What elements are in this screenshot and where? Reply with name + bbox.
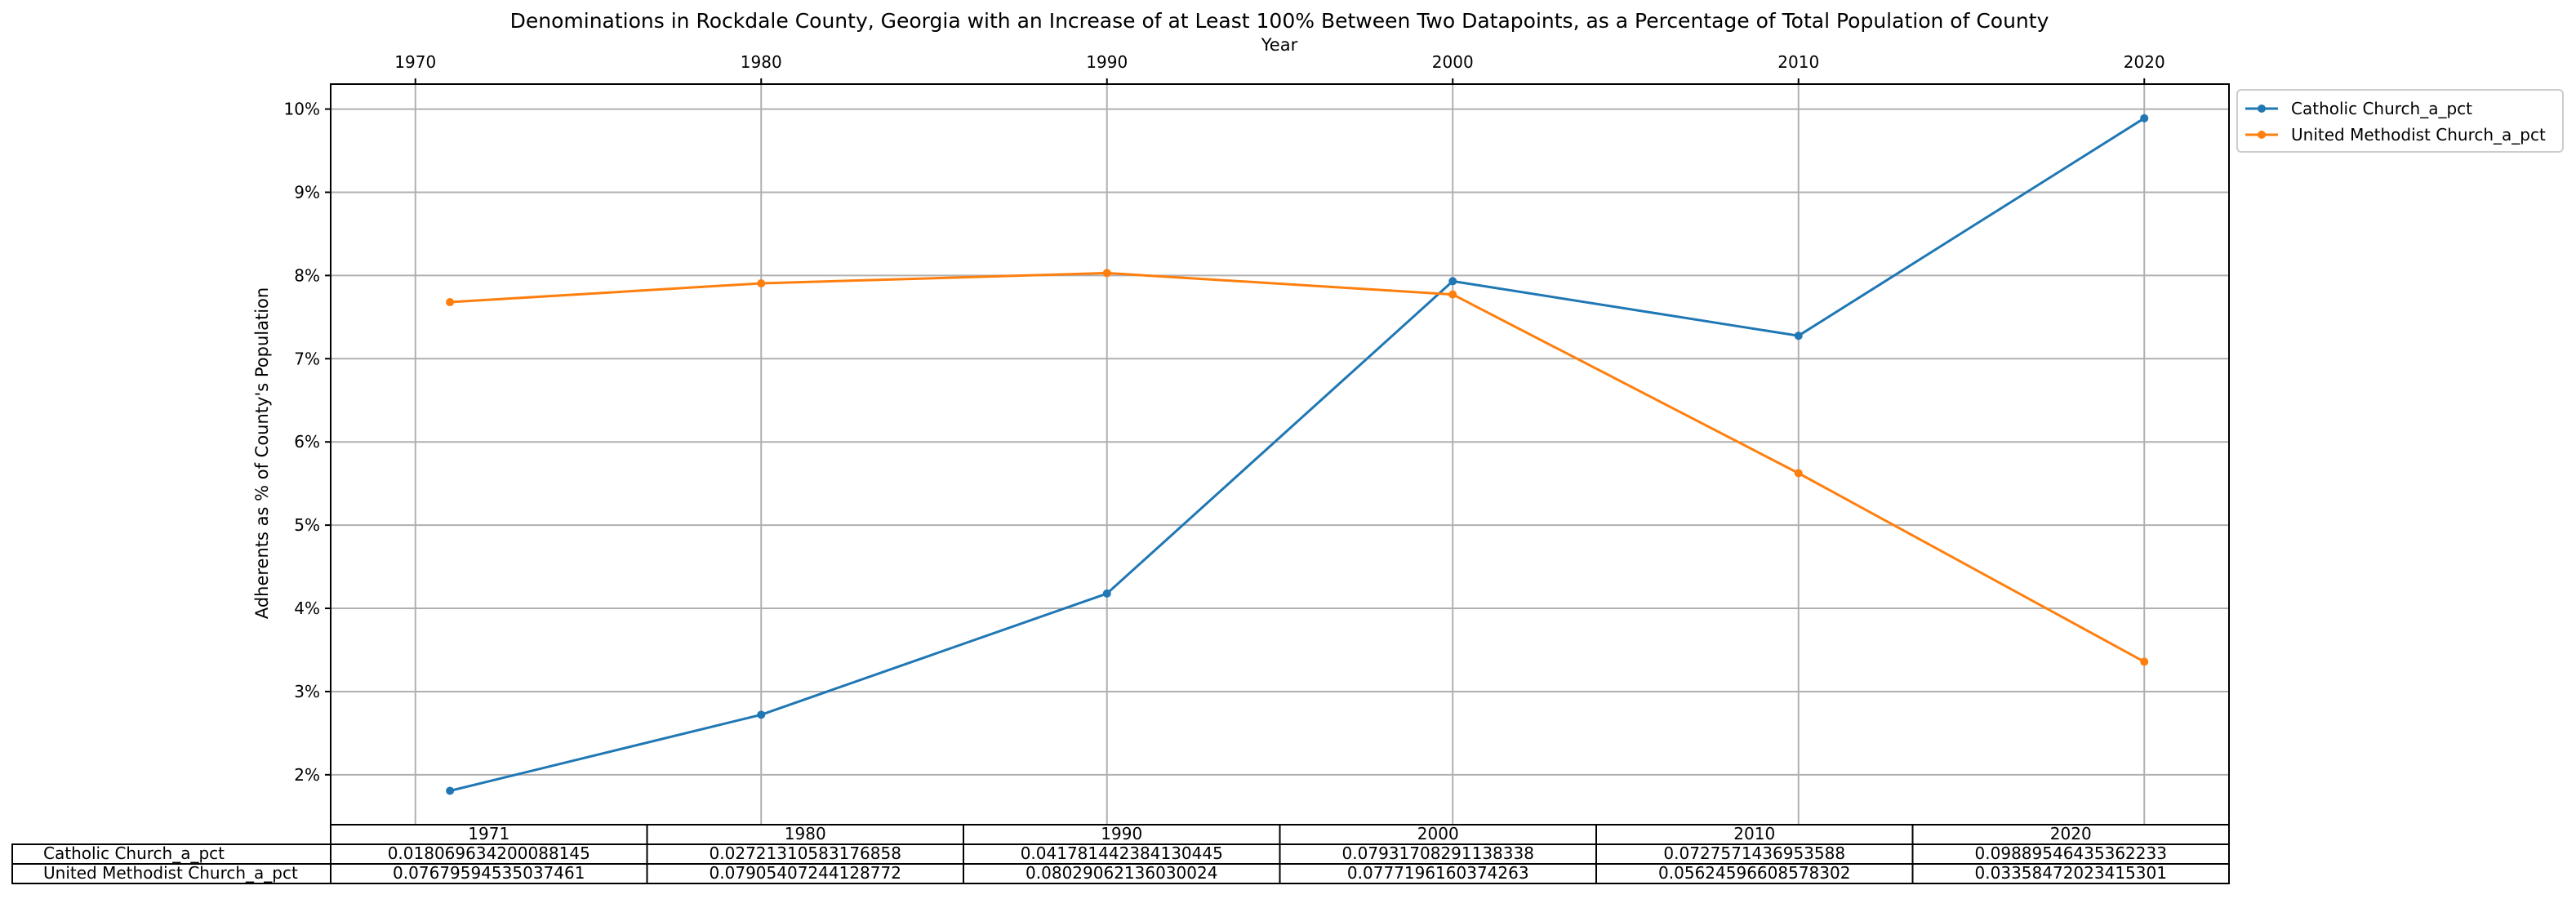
table-row-label: Catholic Church_a_pct <box>43 843 225 863</box>
legend-marker <box>2258 105 2266 113</box>
table-header-cell: 1990 <box>1101 824 1142 843</box>
x-tick-label: 1980 <box>741 52 782 72</box>
data-point <box>1102 589 1111 598</box>
legend-label: United Methodist Church_a_pct <box>2291 125 2546 145</box>
y-tick-label: 6% <box>294 432 320 452</box>
plot-frame <box>330 83 2230 826</box>
table-cell: 0.09889546435362233 <box>1975 843 2167 863</box>
y-tick-label: 9% <box>294 182 320 202</box>
table-cell: 0.05624596608578302 <box>1658 863 1850 883</box>
chart-title: Denominations in Rockdale County, Georgi… <box>510 9 2049 33</box>
legend-marker <box>2258 131 2266 139</box>
table-row-label: United Methodist Church_a_pct <box>43 863 298 883</box>
y-tick-label: 7% <box>294 349 320 368</box>
table-header-cell: 2020 <box>2050 824 2092 843</box>
series-line-0 <box>449 117 2145 792</box>
data-table: 1971 1980 1990 2000 2010 2020 Catholic Church_… <box>11 824 2230 884</box>
table-cell: 0.07679594535037461 <box>393 863 585 883</box>
data-point <box>1794 469 1803 478</box>
table-cell: 0.0727571436953588 <box>1663 843 1845 863</box>
y-tick-label: 4% <box>294 599 320 618</box>
y-tick-label: 2% <box>294 765 320 785</box>
table-cell: 0.02721310583176858 <box>710 843 901 863</box>
legend-box <box>2236 89 2564 153</box>
y-tick-label: 8% <box>294 265 320 285</box>
table-cell: 0.03358472023415301 <box>1975 863 2167 883</box>
series-lines <box>446 113 2149 795</box>
y-tick-label: 10% <box>284 100 320 119</box>
legend: Catholic Church_a_pct United Methodist Ch… <box>2236 89 2564 153</box>
grid-lines <box>331 84 2229 825</box>
table-cell: 0.041781442384130445 <box>1021 843 1223 863</box>
table-cell: 0.018069634200088145 <box>388 843 590 863</box>
y-axis-label: Adherents as % of County's Population <box>252 287 272 619</box>
data-point <box>446 786 455 795</box>
x-tick-label: 2010 <box>1777 52 1819 72</box>
table-header-cell: 2010 <box>1733 824 1775 843</box>
legend-label: Catholic Church_a_pct <box>2291 99 2472 118</box>
data-point <box>757 279 766 288</box>
table-header-cell: 1971 <box>468 824 509 843</box>
data-point <box>1102 269 1111 278</box>
x-tick-label: 1970 <box>394 52 436 72</box>
data-point <box>1448 290 1457 299</box>
data-point <box>1794 332 1803 340</box>
data-point <box>1448 277 1457 286</box>
y-tick-label: 3% <box>294 682 320 701</box>
data-point <box>446 298 455 307</box>
x-tick-label: 2000 <box>1432 52 1474 72</box>
table-cell: 0.07931708291138338 <box>1342 843 1534 863</box>
data-point <box>2140 657 2149 666</box>
x-tick-label: 2020 <box>2124 52 2165 72</box>
table-header-cell: 2000 <box>1417 824 1459 843</box>
axis-ticks: 1970 1980 1990 2000 2010 2020 2% 3% 4% 5% 6% 7% 8% 9%… <box>284 52 2165 785</box>
table-cell: 0.0777196160374263 <box>1347 863 1529 883</box>
data-point <box>757 710 766 719</box>
x-tick-label: 1990 <box>1086 52 1128 72</box>
x-axis-label: Year <box>1261 35 1298 55</box>
y-tick-label: 5% <box>294 515 320 535</box>
table-header-cell: 1980 <box>785 824 826 843</box>
table-cell: 0.08029062136030024 <box>1026 863 1217 883</box>
data-point <box>2140 113 2149 122</box>
series-line-1 <box>450 271 2145 663</box>
table-cell: 0.07905407244128772 <box>710 863 901 883</box>
